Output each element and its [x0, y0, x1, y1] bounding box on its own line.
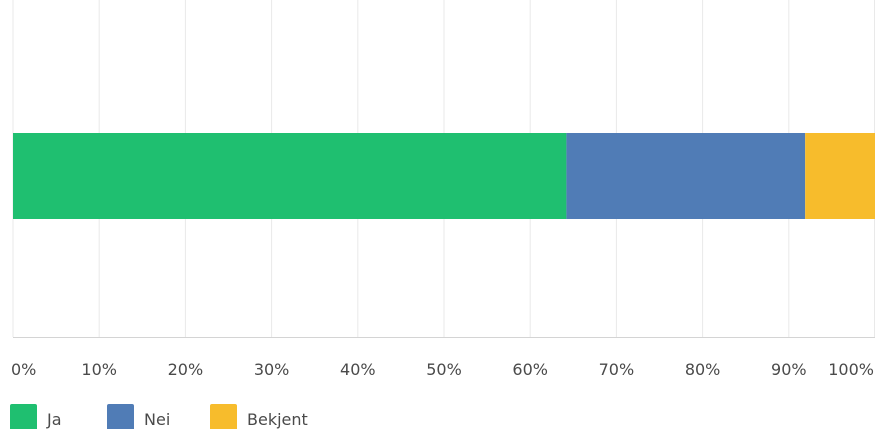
bar-segment-nei — [566, 133, 806, 219]
x-tick-label: 10% — [81, 360, 117, 379]
bar-segment-bekjent — [805, 133, 875, 219]
x-tick-label: 20% — [168, 360, 204, 379]
x-tick-label: 100% — [828, 360, 874, 379]
x-tick-label: 60% — [512, 360, 548, 379]
bar-segment-ja — [13, 133, 567, 219]
x-tick-label: 90% — [771, 360, 807, 379]
x-tick-label: 0% — [11, 360, 36, 379]
legend-swatch-nei — [107, 404, 134, 429]
legend-label-nei: Nei — [144, 410, 170, 429]
x-tick-label: 70% — [599, 360, 635, 379]
x-tick-label: 40% — [340, 360, 376, 379]
legend-swatch-bekjent — [210, 404, 237, 429]
legend-label-bekjent: Bekjent — [247, 410, 308, 429]
legend-label-ja: Ja — [46, 410, 62, 429]
x-tick-label: 80% — [685, 360, 721, 379]
legend-swatch-ja — [10, 404, 37, 429]
x-tick-label: 50% — [426, 360, 462, 379]
x-tick-label: 30% — [254, 360, 290, 379]
